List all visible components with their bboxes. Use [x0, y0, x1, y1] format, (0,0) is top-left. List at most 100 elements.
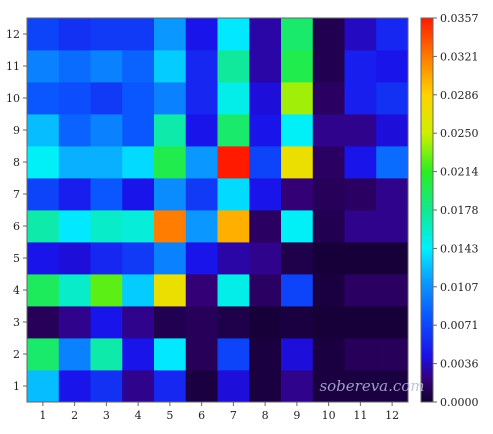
heatmap-cell — [344, 338, 377, 371]
x-tick-label: 1 — [39, 409, 46, 422]
heatmap-cell — [249, 338, 282, 371]
x-tick-label: 11 — [353, 409, 367, 422]
heatmap-cell — [185, 370, 218, 403]
heatmap-cell — [281, 82, 314, 115]
heatmap-cell — [27, 82, 60, 115]
heatmap-cell — [58, 18, 91, 51]
heatmap-cell — [281, 50, 314, 83]
heatmap-cell — [281, 114, 314, 147]
heatmap-cell — [217, 274, 250, 307]
heatmap-cell — [58, 210, 91, 243]
heatmap-cell — [185, 274, 218, 307]
heatmap-cell — [376, 18, 409, 51]
heatmap-cell — [217, 114, 250, 147]
heatmap-cell — [249, 274, 282, 307]
colorbar-tick-label: 0.0000 — [440, 396, 479, 409]
heatmap-cell — [58, 370, 91, 403]
heatmap-cell — [376, 242, 409, 275]
heatmap-cell — [27, 242, 60, 275]
heatmap-cell — [122, 338, 155, 371]
heatmap-cell — [249, 82, 282, 115]
y-tick-label: 4 — [13, 284, 20, 297]
heatmap-cell — [154, 146, 187, 179]
heatmap-cell — [312, 274, 345, 307]
heatmap-cell — [249, 50, 282, 83]
heatmap-cell — [154, 82, 187, 115]
heatmap-cell — [376, 114, 409, 147]
heatmap-cell — [312, 146, 345, 179]
x-tick-label: 5 — [166, 409, 173, 422]
heatmap-cell — [90, 338, 123, 371]
heatmap-cell — [154, 18, 187, 51]
x-tick-label: 4 — [135, 409, 142, 422]
heatmap-cell — [312, 306, 345, 339]
heatmap-cell — [185, 338, 218, 371]
heatmap-cell — [58, 242, 91, 275]
heatmap-cell — [58, 146, 91, 179]
heatmap-cell — [154, 50, 187, 83]
colorbar-tick-label: 0.0286 — [440, 89, 479, 102]
heatmap-cell — [122, 242, 155, 275]
heatmap-cell — [27, 146, 60, 179]
heatmap-cell — [312, 82, 345, 115]
heatmap-cell — [217, 306, 250, 339]
y-tick-label: 11 — [6, 60, 20, 73]
heatmap-cell — [185, 146, 218, 179]
plot-frame — [26, 17, 409, 403]
y-tick-label: 3 — [13, 316, 20, 329]
x-tick-label: 8 — [262, 409, 269, 422]
heatmap-cell — [122, 50, 155, 83]
heatmap-cell — [217, 210, 250, 243]
heatmap-cell — [122, 210, 155, 243]
y-tick-label: 10 — [6, 92, 20, 105]
heatmap-cell — [90, 82, 123, 115]
heatmap-cell — [376, 370, 409, 403]
heatmap-cell — [312, 114, 345, 147]
heatmap-cell — [122, 18, 155, 51]
heatmap-cell — [27, 114, 60, 147]
heatmap-cell — [154, 178, 187, 211]
heatmap-cell — [376, 274, 409, 307]
colorbar-tick-label: 0.0357 — [440, 12, 479, 25]
x-axis: 1 2 3 4 5 6 7 8 9 10 11 12 — [39, 402, 399, 422]
heatmap-cell — [154, 210, 187, 243]
y-tick-label: 2 — [13, 348, 20, 361]
y-tick-label: 5 — [13, 252, 20, 265]
heatmap-cell — [27, 18, 60, 51]
heatmap-cell — [217, 338, 250, 371]
heatmap-cell — [154, 114, 187, 147]
heatmap-cell — [58, 178, 91, 211]
heatmap-cells — [27, 18, 409, 403]
heatmap-cell — [217, 242, 250, 275]
heatmap-cell — [281, 370, 314, 403]
heatmap-cell — [281, 306, 314, 339]
heatmap-cell — [376, 50, 409, 83]
heatmap-cell — [344, 114, 377, 147]
heatmap-cell — [344, 178, 377, 211]
heatmap-cell — [312, 210, 345, 243]
heatmap-cell — [122, 178, 155, 211]
heatmap-cell — [376, 338, 409, 371]
x-tick-label: 7 — [230, 409, 237, 422]
heatmap-cell — [344, 306, 377, 339]
heatmap-cell — [122, 274, 155, 307]
heatmap-cell — [344, 370, 377, 403]
heatmap-cell — [185, 306, 218, 339]
x-tick-label: 10 — [322, 409, 336, 422]
heatmap-cell — [58, 50, 91, 83]
heatmap-cell — [312, 242, 345, 275]
y-tick-label: 9 — [13, 124, 20, 137]
heatmap-cell — [27, 210, 60, 243]
heatmap-cell — [344, 146, 377, 179]
heatmap-cell — [122, 114, 155, 147]
heatmap-cell — [249, 306, 282, 339]
heatmap-cell — [27, 178, 60, 211]
watermark: sobereva.com — [319, 377, 424, 395]
x-tick-label: 12 — [385, 409, 399, 422]
heatmap-cell — [58, 306, 91, 339]
heatmap-cell — [376, 82, 409, 115]
heatmap-cell — [27, 306, 60, 339]
